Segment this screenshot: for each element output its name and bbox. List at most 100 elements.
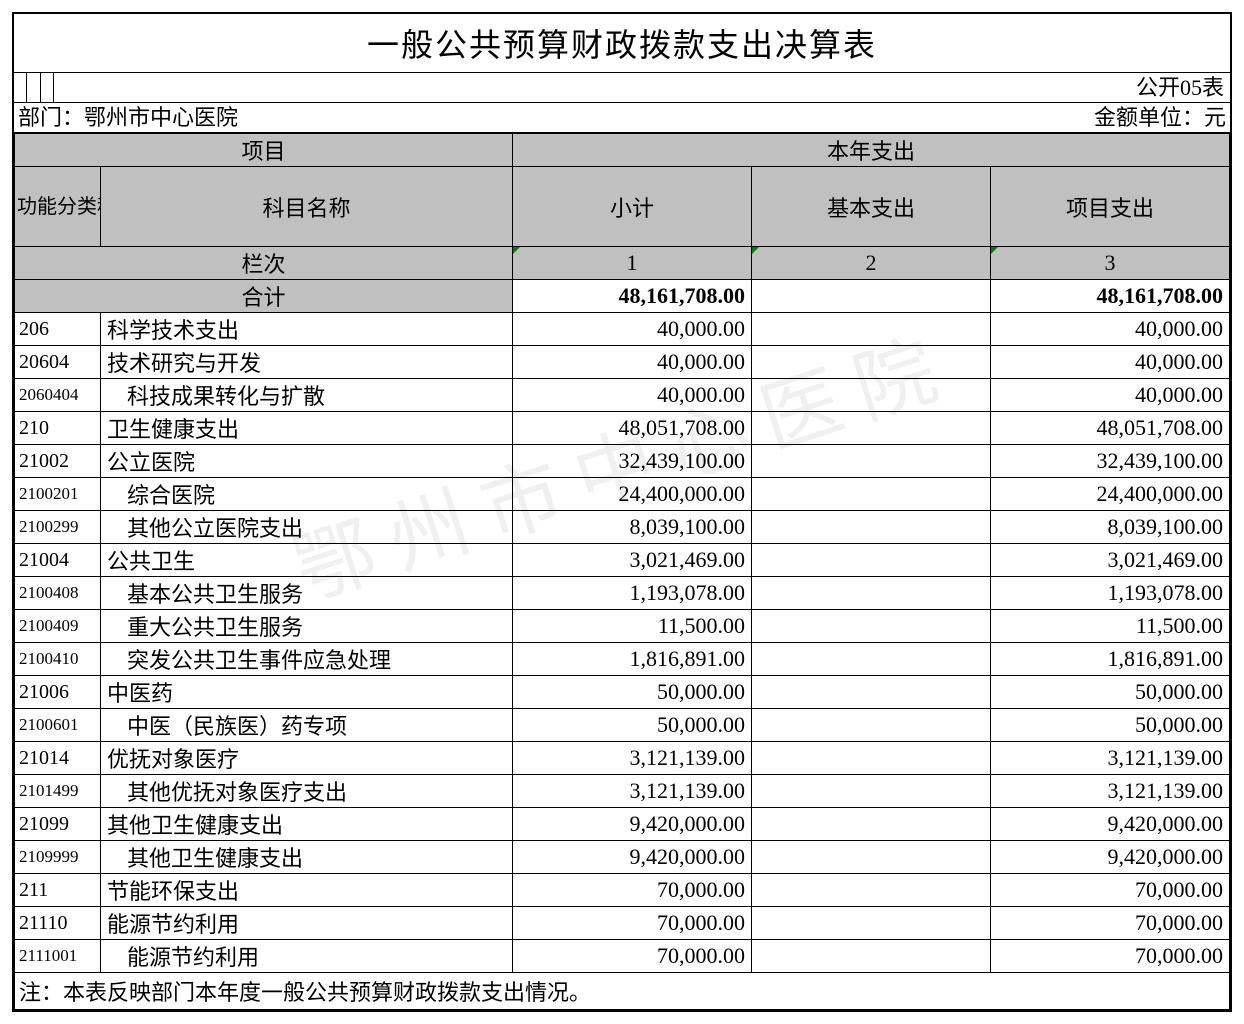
total-label: 合计	[15, 280, 513, 313]
form-number: 公开05表	[510, 70, 1230, 102]
row-project: 1,816,891.00	[990, 643, 1229, 676]
row-subtotal: 70,000.00	[513, 907, 752, 940]
row-subtotal: 1,816,891.00	[513, 643, 752, 676]
row-name: 优抚对象医疗	[101, 742, 513, 775]
row-basic	[752, 874, 991, 907]
row-basic	[752, 544, 991, 577]
row-basic	[752, 577, 991, 610]
table-row: 21006中医药50,000.0050,000.00	[15, 676, 1230, 709]
row-project: 11,500.00	[990, 610, 1229, 643]
header-row-lane: 栏次 1 2 3	[15, 247, 1230, 280]
table-row: 2100409重大公共卫生服务11,500.0011,500.00	[15, 610, 1230, 643]
table-row: 21110能源节约利用70,000.0070,000.00	[15, 907, 1230, 940]
row-name: 其他优抚对象医疗支出	[101, 775, 513, 808]
form-number-row: 公开05表	[14, 73, 1230, 103]
row-name: 其他卫生健康支出	[101, 841, 513, 874]
row-code: 2100299	[15, 511, 101, 544]
table-row: 21002公立医院32,439,100.0032,439,100.00	[15, 445, 1230, 478]
hdr-code: 功能分类科目编码	[15, 167, 101, 247]
row-subtotal: 24,400,000.00	[513, 478, 752, 511]
hdr-thisyear: 本年支出	[513, 134, 1230, 167]
row-code: 2100201	[15, 478, 101, 511]
row-subtotal: 40,000.00	[513, 313, 752, 346]
row-basic	[752, 445, 991, 478]
footnote-row: 注：本表反映部门本年度一般公共预算财政拨款支出情况。	[15, 973, 1230, 1010]
row-project: 3,021,469.00	[990, 544, 1229, 577]
row-basic	[752, 412, 991, 445]
row-subtotal: 40,000.00	[513, 379, 752, 412]
table-row: 2111001能源节约利用70,000.0070,000.00	[15, 940, 1230, 973]
row-name: 突发公共卫生事件应急处理	[101, 643, 513, 676]
row-project: 9,420,000.00	[990, 841, 1229, 874]
stub	[14, 73, 54, 102]
total-row: 合计 48,161,708.00 48,161,708.00	[15, 280, 1230, 313]
row-basic	[752, 709, 991, 742]
table-row: 2100201综合医院24,400,000.0024,400,000.00	[15, 478, 1230, 511]
row-basic	[752, 742, 991, 775]
hdr-c2: 2	[752, 247, 991, 280]
row-code: 20604	[15, 346, 101, 379]
hdr-c3: 3	[990, 247, 1229, 280]
table-row: 2109999其他卫生健康支出9,420,000.009,420,000.00	[15, 841, 1230, 874]
hdr-lane: 栏次	[15, 247, 513, 280]
table-row: 2060404科技成果转化与扩散40,000.0040,000.00	[15, 379, 1230, 412]
row-subtotal: 3,121,139.00	[513, 742, 752, 775]
dept-row: 部门：鄂州市中心医院 金额单位：元	[14, 103, 1230, 133]
row-subtotal: 3,121,139.00	[513, 775, 752, 808]
row-project: 50,000.00	[990, 709, 1229, 742]
row-name: 其他卫生健康支出	[101, 808, 513, 841]
row-subtotal: 3,021,469.00	[513, 544, 752, 577]
table-row: 21004公共卫生3,021,469.003,021,469.00	[15, 544, 1230, 577]
total-project: 48,161,708.00	[990, 280, 1229, 313]
row-code: 211	[15, 874, 101, 907]
row-name: 公立医院	[101, 445, 513, 478]
row-subtotal: 48,051,708.00	[513, 412, 752, 445]
row-basic	[752, 379, 991, 412]
table-row: 211节能环保支出70,000.0070,000.00	[15, 874, 1230, 907]
row-name: 节能环保支出	[101, 874, 513, 907]
row-code: 2060404	[15, 379, 101, 412]
budget-sheet: 鄂州市中心医院 一般公共预算财政拨款支出决算表 公开05表 部门：鄂州市中心医院…	[12, 12, 1232, 1012]
hdr-projexp: 项目支出	[990, 167, 1229, 247]
page-title: 一般公共预算财政拨款支出决算表	[14, 14, 1230, 73]
row-project: 24,400,000.00	[990, 478, 1229, 511]
header-row-2: 功能分类科目编码 科目名称 小计 基本支出 项目支出	[15, 167, 1230, 247]
row-code: 2111001	[15, 940, 101, 973]
row-basic	[752, 940, 991, 973]
table-row: 21099其他卫生健康支出9,420,000.009,420,000.00	[15, 808, 1230, 841]
row-code: 2100601	[15, 709, 101, 742]
row-code: 21014	[15, 742, 101, 775]
footnote: 注：本表反映部门本年度一般公共预算财政拨款支出情况。	[15, 973, 1230, 1010]
row-subtotal: 9,420,000.00	[513, 841, 752, 874]
row-name: 公共卫生	[101, 544, 513, 577]
row-name: 中医（民族医）药专项	[101, 709, 513, 742]
row-code: 21110	[15, 907, 101, 940]
row-code: 21006	[15, 676, 101, 709]
row-name: 能源节约利用	[101, 907, 513, 940]
row-basic	[752, 643, 991, 676]
row-basic	[752, 676, 991, 709]
total-subtotal: 48,161,708.00	[513, 280, 752, 313]
row-name: 科技成果转化与扩散	[101, 379, 513, 412]
row-name: 综合医院	[101, 478, 513, 511]
row-subtotal: 1,193,078.00	[513, 577, 752, 610]
dept-label: 部门：鄂州市中心医院	[18, 100, 966, 132]
row-subtotal: 40,000.00	[513, 346, 752, 379]
row-name: 中医药	[101, 676, 513, 709]
row-code: 2109999	[15, 841, 101, 874]
row-project: 40,000.00	[990, 379, 1229, 412]
row-project: 70,000.00	[990, 874, 1229, 907]
table-row: 2100299其他公立医院支出8,039,100.008,039,100.00	[15, 511, 1230, 544]
row-basic	[752, 841, 991, 874]
table-row: 21014优抚对象医疗3,121,139.003,121,139.00	[15, 742, 1230, 775]
row-code: 2100410	[15, 643, 101, 676]
row-subtotal: 70,000.00	[513, 940, 752, 973]
row-name: 重大公共卫生服务	[101, 610, 513, 643]
row-name: 卫生健康支出	[101, 412, 513, 445]
row-code: 206	[15, 313, 101, 346]
row-project: 3,121,139.00	[990, 775, 1229, 808]
row-project: 1,193,078.00	[990, 577, 1229, 610]
row-project: 3,121,139.00	[990, 742, 1229, 775]
hdr-c1: 1	[513, 247, 752, 280]
table-row: 2101499其他优抚对象医疗支出3,121,139.003,121,139.0…	[15, 775, 1230, 808]
